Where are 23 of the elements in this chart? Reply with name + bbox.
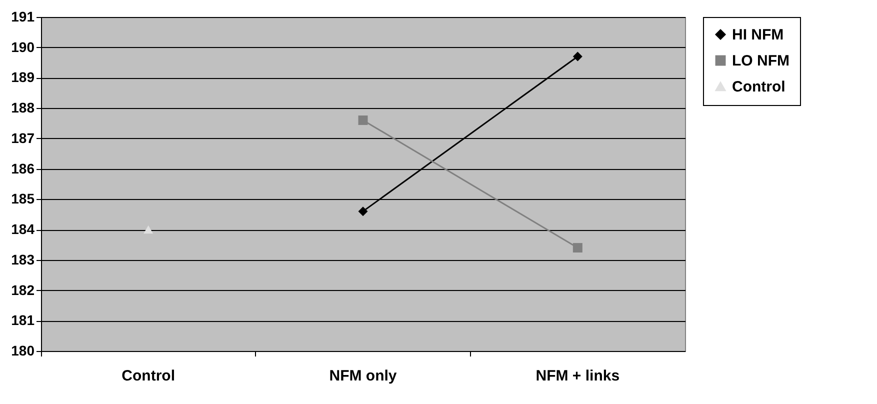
point bbox=[144, 225, 154, 234]
point bbox=[572, 52, 582, 62]
legend-label: Control bbox=[732, 78, 786, 96]
y-tick-label: 182 bbox=[11, 282, 35, 298]
point bbox=[358, 206, 368, 216]
x-tick-label: Control bbox=[122, 368, 175, 384]
point bbox=[572, 243, 582, 253]
point bbox=[358, 115, 368, 125]
y-tick-label: 183 bbox=[11, 251, 35, 268]
y-tick-label: 186 bbox=[11, 160, 35, 176]
y-tick-label: 184 bbox=[11, 221, 35, 238]
y-tick-label: 181 bbox=[11, 312, 35, 328]
y-tick-label: 188 bbox=[11, 100, 35, 116]
y-tick-label: 189 bbox=[11, 69, 35, 86]
y-tick-label: 191 bbox=[11, 8, 35, 24]
x-tick-label: NFM only bbox=[329, 368, 398, 384]
y-tick-label: 185 bbox=[11, 190, 35, 207]
legend-label: LO NFM bbox=[732, 52, 790, 70]
x-tick-label: NFM + links bbox=[536, 368, 620, 384]
legend-label: HI NFM bbox=[732, 26, 784, 44]
y-tick-label: 180 bbox=[11, 342, 35, 358]
y-tick-label: 187 bbox=[11, 130, 35, 146]
y-tick-label: 190 bbox=[11, 38, 35, 55]
